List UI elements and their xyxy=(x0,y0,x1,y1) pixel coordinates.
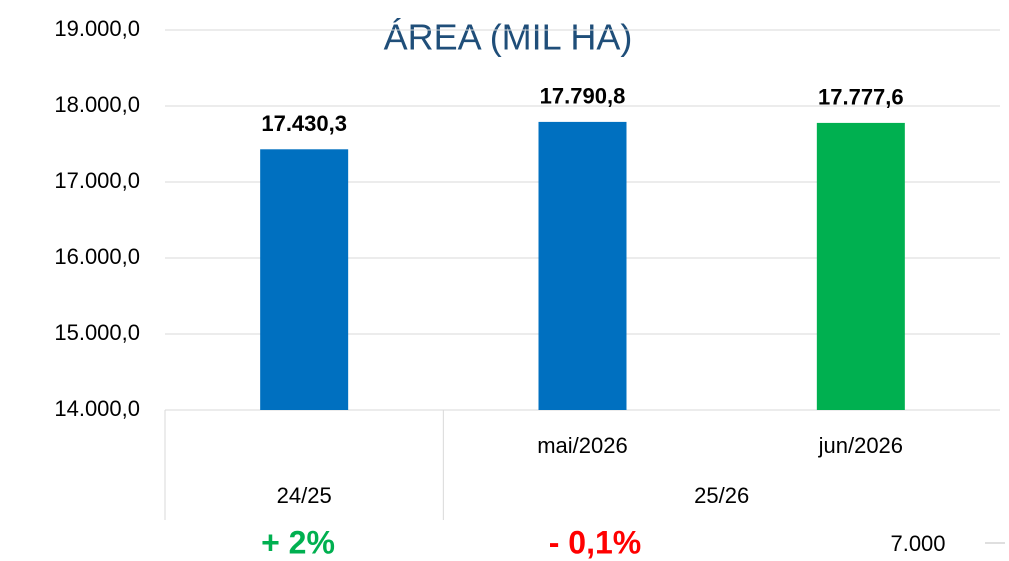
y-tick-label: 15.000,0 xyxy=(54,320,140,345)
annotation: 7.000 xyxy=(890,531,945,556)
y-tick-label: 16.000,0 xyxy=(54,244,140,269)
annotation: - 0,1% xyxy=(549,524,641,560)
x-tick-label: jun/2026 xyxy=(818,433,903,458)
x-tick-label: mai/2026 xyxy=(537,433,628,458)
chart-title: ÁREA (MIL HA) xyxy=(384,17,633,58)
value-label: 17.790,8 xyxy=(540,84,626,109)
y-tick-label: 19.000,0 xyxy=(54,16,140,41)
y-tick-label: 18.000,0 xyxy=(54,92,140,117)
bar xyxy=(260,149,349,411)
bar xyxy=(816,122,905,410)
value-label: 17.430,3 xyxy=(261,111,347,136)
group-label: 24/25 xyxy=(277,483,332,508)
y-tick-label: 14.000,0 xyxy=(54,396,140,421)
group-label: 25/26 xyxy=(694,483,749,508)
bar xyxy=(538,121,627,410)
value-label: 17.777,6 xyxy=(818,85,904,110)
annotation: + 2% xyxy=(261,524,335,560)
y-tick-label: 17.000,0 xyxy=(54,168,140,193)
